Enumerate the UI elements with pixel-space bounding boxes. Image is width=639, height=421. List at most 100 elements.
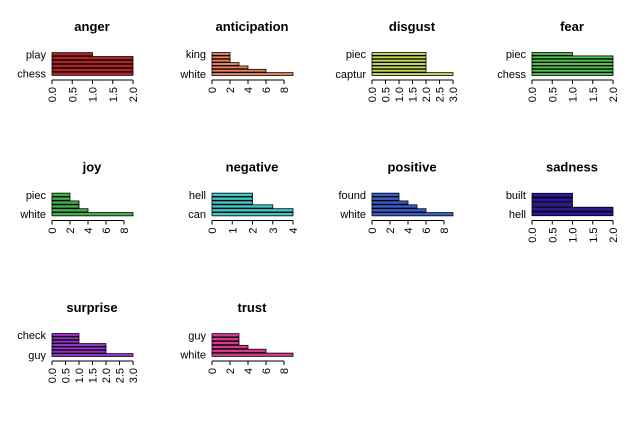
bar — [211, 337, 240, 342]
x-tick-label: 2.5 — [435, 87, 447, 102]
category-label: king — [186, 49, 206, 61]
category-label: captur — [335, 69, 366, 81]
panel-title: joy — [82, 160, 103, 175]
x-tick-label: 2 — [65, 228, 77, 234]
category-label: chess — [497, 69, 526, 81]
x-tick-label: 1.5 — [108, 87, 120, 102]
bar — [211, 62, 240, 66]
x-tick-label: 2.0 — [128, 87, 140, 102]
bar — [51, 196, 71, 201]
bar — [371, 72, 454, 76]
bar — [51, 346, 107, 351]
x-tick-label: 0.5 — [547, 228, 559, 243]
panel-title: anger — [74, 19, 109, 34]
bar — [51, 212, 134, 217]
bar — [371, 58, 427, 63]
bar — [51, 56, 134, 61]
bar — [51, 71, 134, 76]
x-tick-label: 4 — [403, 228, 415, 234]
x-tick-label: 8 — [119, 228, 131, 234]
category-label: white — [339, 209, 366, 221]
bar — [371, 208, 427, 213]
category-label: guy — [28, 350, 46, 362]
x-tick-label: 1.5 — [588, 228, 600, 243]
category-label: chess — [17, 69, 46, 81]
bar — [51, 52, 93, 57]
panel-title: anticipation — [216, 19, 289, 34]
bar — [371, 204, 418, 209]
bar — [211, 208, 294, 213]
category-label: check — [17, 330, 46, 342]
x-tick-label: 0.0 — [527, 228, 539, 243]
panel-title: negative — [226, 160, 279, 175]
x-tick-label: 0 — [367, 228, 379, 234]
panel-title: surprise — [66, 300, 117, 315]
bar — [211, 65, 249, 70]
x-tick-label: 0.0 — [47, 368, 59, 383]
x-tick-label: 8 — [439, 228, 451, 234]
x-tick-label: 1.5 — [88, 368, 100, 383]
bar — [211, 352, 294, 357]
category-label: hell — [509, 209, 526, 221]
bar — [211, 204, 274, 209]
x-tick-label: 1.0 — [394, 87, 406, 102]
bar — [531, 72, 614, 76]
x-tick-label: 0.0 — [47, 87, 59, 102]
x-tick-label: 0.0 — [367, 87, 379, 102]
x-tick-label: 4 — [243, 368, 255, 374]
bar — [371, 65, 427, 70]
x-tick-label: 0 — [207, 368, 219, 374]
bar — [51, 339, 80, 344]
category-label: white — [179, 350, 206, 362]
x-tick-label: 2.0 — [608, 87, 620, 102]
bar — [51, 192, 71, 197]
bar — [531, 62, 614, 66]
bar — [211, 212, 294, 217]
x-tick-label: 3 — [268, 228, 280, 234]
x-tick-label: 1.0 — [568, 228, 580, 243]
bar — [51, 204, 80, 209]
x-tick-label: 0 — [207, 228, 219, 234]
bar — [211, 58, 231, 63]
category-label: play — [26, 49, 47, 61]
x-tick-label: 6 — [261, 368, 273, 374]
bar — [531, 206, 614, 212]
bar — [531, 211, 614, 217]
bar — [371, 212, 454, 217]
bar — [531, 192, 573, 198]
category-label: piec — [26, 190, 47, 202]
category-label: hell — [189, 190, 206, 202]
x-tick-label: 4 — [288, 228, 300, 234]
x-tick-label: 4 — [83, 228, 95, 234]
category-label: guy — [188, 330, 206, 342]
bar — [51, 67, 134, 72]
bar — [211, 344, 249, 349]
x-tick-label: 2.0 — [101, 368, 113, 383]
bar — [371, 192, 400, 197]
bar — [211, 68, 267, 73]
bar — [531, 202, 573, 207]
bar — [211, 348, 267, 353]
bar — [371, 68, 427, 73]
x-tick-label: 1.5 — [588, 87, 600, 102]
x-tick-label: 2.0 — [608, 228, 620, 243]
x-tick-label: 2 — [385, 228, 397, 234]
x-tick-label: 2 — [225, 87, 237, 93]
category-label: piec — [506, 49, 527, 61]
x-tick-label: 0.5 — [381, 87, 393, 102]
panel-title: positive — [387, 160, 436, 175]
x-tick-label: 4 — [243, 87, 255, 93]
bar — [371, 62, 427, 66]
bar — [51, 200, 80, 205]
panel-title: trust — [238, 300, 268, 315]
x-tick-label: 8 — [279, 87, 291, 93]
bar — [371, 200, 409, 205]
x-tick-label: 6 — [261, 87, 273, 93]
bar — [211, 52, 231, 56]
x-tick-label: 8 — [279, 368, 291, 374]
x-tick-label: 0 — [207, 87, 219, 93]
bar — [51, 349, 107, 354]
bar — [531, 68, 614, 73]
category-label: white — [179, 69, 206, 81]
